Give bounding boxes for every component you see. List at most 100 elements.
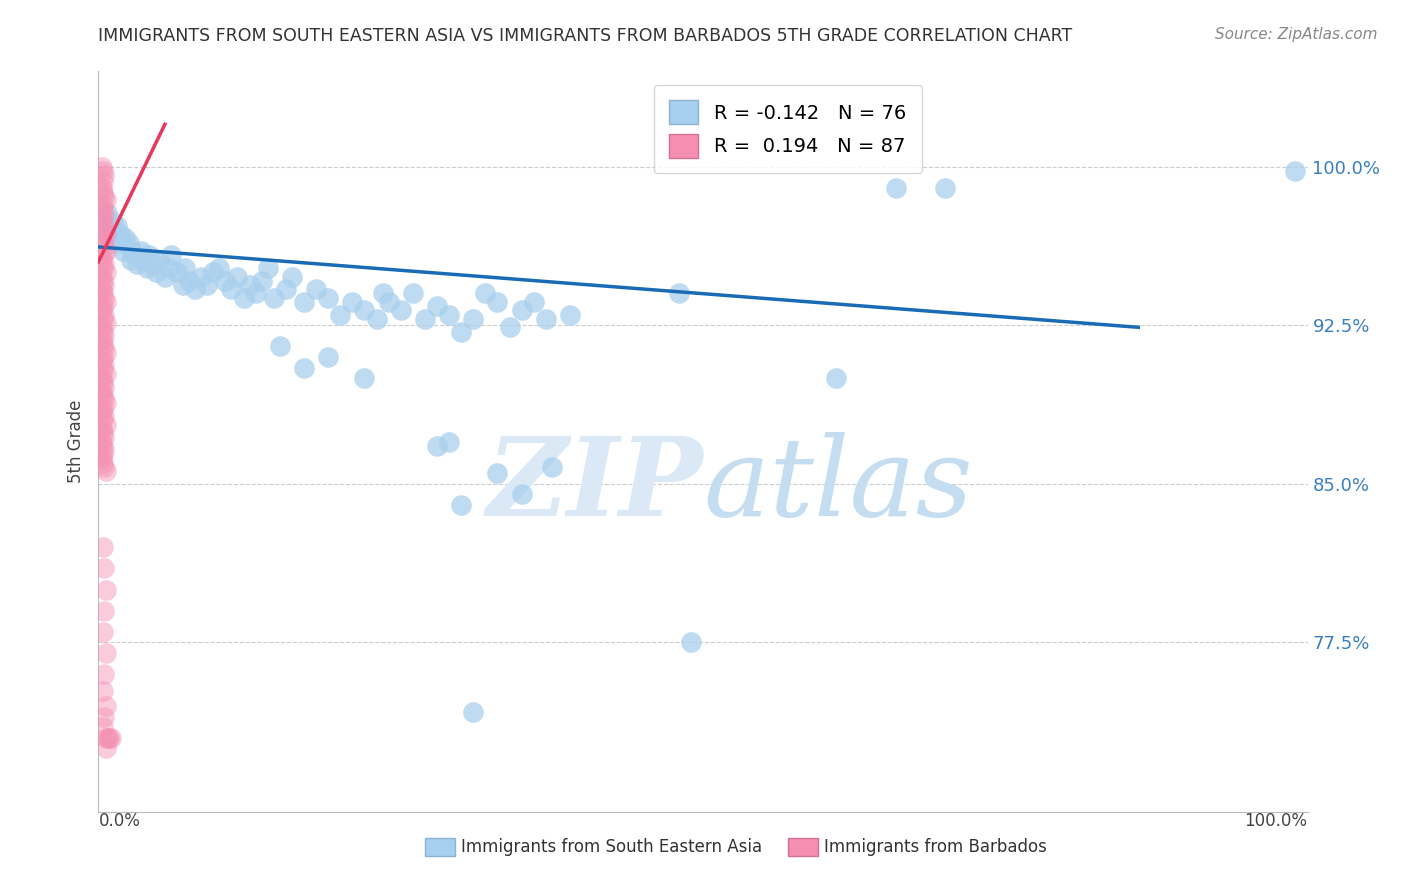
Point bbox=[94, 244, 117, 259]
Point bbox=[371, 286, 394, 301]
Point bbox=[94, 294, 117, 309]
Point bbox=[498, 320, 520, 334]
Point bbox=[226, 269, 249, 284]
Text: Immigrants from South Eastern Asia: Immigrants from South Eastern Asia bbox=[461, 838, 762, 856]
Point bbox=[202, 265, 225, 279]
Point bbox=[94, 345, 117, 359]
Point bbox=[101, 214, 124, 228]
Point bbox=[91, 269, 114, 284]
Point bbox=[98, 731, 121, 745]
Point bbox=[118, 235, 141, 250]
Point bbox=[94, 582, 117, 597]
Point bbox=[256, 261, 278, 276]
Point bbox=[91, 426, 114, 441]
Point bbox=[540, 459, 562, 474]
Point bbox=[94, 396, 117, 410]
Point bbox=[1284, 163, 1306, 178]
Point bbox=[510, 303, 533, 318]
Point bbox=[93, 240, 115, 254]
Point bbox=[91, 439, 114, 453]
Point bbox=[91, 684, 114, 698]
Point bbox=[91, 350, 114, 364]
Point bbox=[100, 731, 122, 745]
Point bbox=[91, 376, 114, 390]
Point bbox=[91, 451, 114, 466]
Point bbox=[91, 299, 114, 313]
Point bbox=[91, 214, 114, 228]
Point bbox=[91, 456, 114, 470]
Point bbox=[450, 325, 472, 339]
Point bbox=[103, 231, 125, 245]
Text: ZIP: ZIP bbox=[486, 433, 703, 540]
Point bbox=[91, 252, 114, 267]
Point bbox=[93, 328, 115, 343]
Point bbox=[91, 720, 114, 734]
Point bbox=[124, 248, 146, 262]
Point bbox=[93, 342, 115, 356]
Point bbox=[132, 252, 155, 267]
Y-axis label: 5th Grade: 5th Grade bbox=[66, 400, 84, 483]
Point bbox=[97, 227, 120, 242]
Point bbox=[108, 235, 131, 250]
Text: 100.0%: 100.0% bbox=[1244, 812, 1308, 830]
Point bbox=[239, 278, 262, 293]
Point bbox=[305, 282, 328, 296]
Point bbox=[934, 180, 956, 194]
Point bbox=[292, 294, 315, 309]
Point bbox=[166, 265, 188, 279]
Point bbox=[214, 274, 236, 288]
Point bbox=[463, 706, 485, 720]
Point bbox=[91, 274, 114, 288]
Point bbox=[100, 223, 122, 237]
Point bbox=[145, 265, 167, 279]
Point bbox=[96, 206, 118, 220]
Point bbox=[93, 359, 115, 373]
Point bbox=[377, 294, 399, 309]
Point bbox=[94, 367, 117, 381]
Point bbox=[120, 252, 142, 267]
Point bbox=[93, 561, 115, 575]
Point bbox=[91, 311, 114, 326]
Point bbox=[94, 698, 117, 713]
Point bbox=[91, 202, 114, 216]
Point bbox=[93, 442, 115, 457]
Point bbox=[93, 604, 115, 618]
Point bbox=[232, 291, 254, 305]
Point bbox=[91, 282, 114, 296]
Point bbox=[94, 194, 117, 208]
Point bbox=[91, 325, 114, 339]
Point bbox=[93, 257, 115, 271]
Text: IMMIGRANTS FROM SOUTH EASTERN ASIA VS IMMIGRANTS FROM BARBADOS 5TH GRADE CORRELA: IMMIGRANTS FROM SOUTH EASTERN ASIA VS IM… bbox=[98, 27, 1073, 45]
Point bbox=[114, 231, 136, 245]
Point bbox=[510, 487, 533, 501]
Point bbox=[94, 646, 117, 660]
Point bbox=[91, 261, 114, 276]
Point bbox=[426, 439, 449, 453]
Point bbox=[91, 337, 114, 351]
Point bbox=[93, 667, 115, 681]
Point bbox=[91, 422, 114, 436]
Point bbox=[91, 303, 114, 318]
Point bbox=[353, 303, 375, 318]
Point bbox=[91, 211, 114, 225]
Point bbox=[97, 731, 120, 745]
Point bbox=[486, 467, 509, 481]
Point bbox=[474, 286, 496, 301]
Point bbox=[679, 635, 702, 649]
Point bbox=[437, 434, 460, 449]
Point bbox=[208, 261, 231, 276]
Point bbox=[91, 354, 114, 368]
Point bbox=[93, 308, 115, 322]
Point bbox=[523, 294, 546, 309]
Point bbox=[437, 308, 460, 322]
Point bbox=[91, 333, 114, 347]
Point bbox=[138, 248, 160, 262]
Point bbox=[105, 219, 128, 233]
Point bbox=[91, 434, 114, 449]
Point bbox=[184, 282, 207, 296]
Point bbox=[316, 350, 339, 364]
Point bbox=[668, 286, 690, 301]
Point bbox=[274, 282, 297, 296]
Point bbox=[353, 371, 375, 385]
Point bbox=[534, 311, 557, 326]
